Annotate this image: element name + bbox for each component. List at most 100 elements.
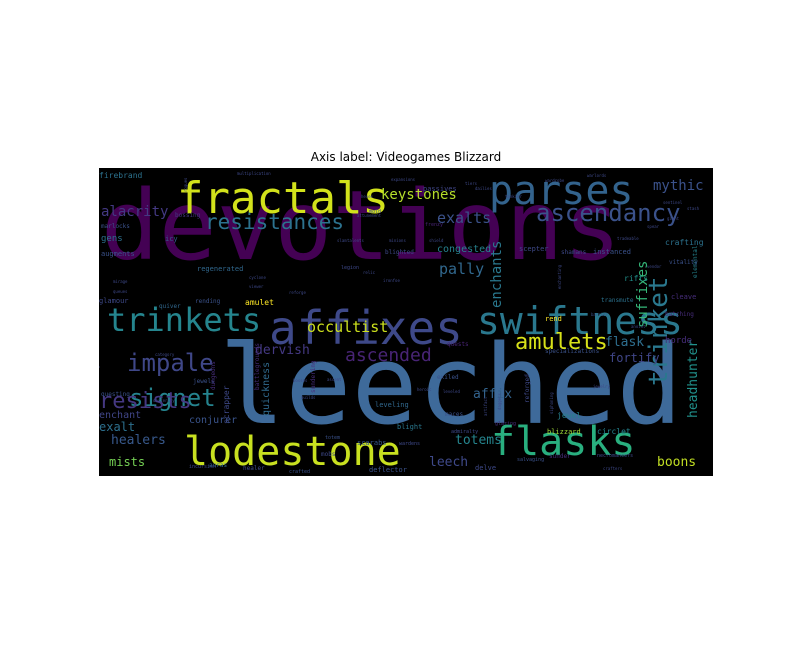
- word-bosses: bosses: [293, 378, 308, 383]
- word-battlegrounds: battlegrounds: [254, 343, 261, 390]
- word-scepter: scepter: [519, 245, 549, 253]
- word-jewels: jewels: [193, 378, 215, 385]
- word-quickness: quickness: [261, 362, 272, 416]
- word-headhunter: headhunter: [686, 340, 701, 418]
- word-batching: batching: [665, 311, 694, 318]
- word-dexterity: dexterity: [153, 398, 175, 403]
- word-shield: shield: [429, 238, 444, 243]
- word-wardrobe: wardrobe: [545, 178, 565, 183]
- word-maces: maces: [445, 411, 463, 418]
- word-jewelry: jewelry: [593, 384, 610, 389]
- word-dungeons: dungeons: [210, 361, 217, 390]
- word-rend: rend: [545, 315, 562, 323]
- word-tiers: tiers: [465, 181, 478, 186]
- word-category: category: [155, 352, 175, 357]
- word-sentinel: sentinel: [663, 200, 683, 205]
- word-mold: mold: [369, 209, 381, 215]
- word-vitality: vitality: [669, 259, 698, 266]
- word-icy: icy: [165, 235, 178, 243]
- word-specializations: specializations: [545, 348, 600, 355]
- word-hexes: hexes: [361, 194, 374, 199]
- word-rogues: rogues: [183, 177, 188, 192]
- word-spear: spear: [647, 224, 660, 229]
- word-enchanting: enchanting: [557, 264, 562, 289]
- word-signet: signet: [129, 384, 216, 412]
- word-glaring: glaring: [495, 421, 516, 427]
- word-queues: queues: [113, 289, 128, 294]
- word-affixes: affixes: [269, 301, 463, 355]
- word-viewer: viewer: [249, 284, 264, 289]
- word-quests: quests: [447, 341, 469, 348]
- word-resistances: resistances: [205, 210, 344, 234]
- word-enchants: enchants: [489, 241, 505, 308]
- word-mobs: mobs: [321, 451, 336, 458]
- word-circlet: circlet: [597, 427, 631, 436]
- word-totem: totem: [325, 435, 340, 441]
- word-suffixes: suffixes: [635, 261, 651, 328]
- word-devotions: devotions: [101, 170, 621, 282]
- word-fortify: fortify: [609, 351, 660, 365]
- word-exiled: exiled: [437, 374, 459, 381]
- word-heroic: heroic: [417, 387, 432, 392]
- word-marlocks: marlocks: [101, 223, 130, 230]
- word-parses: parses: [489, 168, 634, 214]
- word-leeched: leeched: [219, 321, 683, 449]
- word-gens: gens: [101, 234, 123, 244]
- word-healer: healer: [243, 465, 265, 472]
- word-amulet: amulet: [245, 298, 274, 307]
- word-admiralty: admiralty: [451, 429, 478, 435]
- word-regenerated: regenerated: [197, 265, 243, 273]
- word-vendor: vendor: [647, 264, 662, 269]
- word-giant: giant: [667, 216, 680, 221]
- word-leveling: leveling: [375, 401, 409, 409]
- word-necromancers: necromancers: [597, 453, 633, 459]
- word-trinkets: trinkets: [107, 301, 261, 339]
- word-keystones: keystones: [381, 187, 457, 203]
- word-salvaging: salvaging: [517, 457, 544, 463]
- word-ascent: ascent: [327, 377, 342, 382]
- word-blighted: blighted: [385, 249, 414, 256]
- word-relic: relic: [363, 270, 376, 275]
- word-occultist: occultist: [307, 318, 388, 336]
- word-crafters: crafters: [603, 466, 623, 471]
- word-flasks: flasks: [491, 419, 636, 465]
- word-conjurer: conjurer: [189, 415, 237, 426]
- word-augments: augments: [101, 250, 135, 258]
- word-cyclone: cyclone: [249, 275, 266, 280]
- word-amulets: amulets: [515, 330, 608, 355]
- word-warlords: warlords: [587, 173, 607, 178]
- word-rending: rending: [195, 298, 221, 305]
- word-artifact: artifact: [483, 396, 488, 416]
- word-affix: affix: [473, 387, 512, 402]
- word-auras: auras: [209, 462, 227, 469]
- word-tradeable: tradeable: [617, 236, 639, 241]
- word-shamans: shamans: [561, 249, 587, 256]
- word-scrapper: scrapper: [222, 385, 231, 424]
- word-mirage: mirage: [113, 279, 128, 284]
- word-bossing: bossing: [175, 212, 201, 219]
- plot-title: Axis label: Videogames Blizzard: [310, 150, 502, 164]
- word-firebrand: firebrand: [99, 171, 143, 180]
- word-boons: boons: [657, 455, 696, 470]
- word-exalts: exalts: [437, 209, 491, 227]
- word-tankier: tankier: [505, 194, 522, 199]
- word-ascended: ascended: [345, 345, 432, 366]
- word-wardens: wardens: [399, 441, 420, 447]
- word-sundering: sundering: [310, 360, 317, 393]
- word-deflector: deflector: [369, 466, 407, 474]
- word-minions: minions: [389, 238, 406, 243]
- word-talents: talents: [347, 238, 364, 243]
- word-glamour: glamour: [99, 297, 129, 305]
- word-questing: questing: [101, 391, 130, 398]
- word-blizzard: blizzard: [547, 428, 581, 436]
- word-healers: healers: [111, 433, 166, 448]
- word-reforged: reforged: [524, 374, 531, 403]
- word-rifts: rifts: [624, 274, 648, 283]
- word-impale: impale: [127, 349, 214, 377]
- word-jewel: jewel: [557, 411, 581, 420]
- word-stash: stash: [687, 206, 700, 211]
- word-instanced: instanced: [593, 248, 631, 256]
- word-congested: congested: [437, 244, 491, 255]
- word-alacrity: alacrity: [101, 204, 168, 220]
